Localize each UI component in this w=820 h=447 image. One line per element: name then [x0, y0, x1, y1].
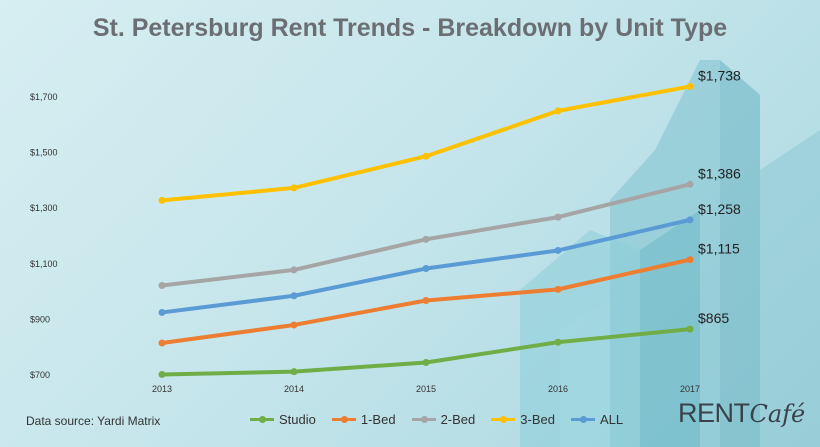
legend-item-studio: Studio [250, 412, 316, 427]
legend-item-all: ALL [570, 412, 624, 427]
data-point-1-bed [422, 296, 430, 304]
data-point-all [686, 216, 694, 224]
data-point-3-bed [158, 196, 166, 204]
series-3-bed [158, 82, 694, 204]
data-point-all [554, 246, 562, 254]
data-point-all [290, 292, 298, 300]
data-point-3-bed [422, 152, 430, 160]
y-tick-label: $1,500 [30, 148, 58, 158]
data-point-studio [290, 368, 298, 376]
end-label-studio: $865 [698, 310, 729, 326]
x-tick-label: 2015 [416, 384, 436, 394]
legend-item-2-bed: 2-Bed [411, 412, 476, 427]
x-tick-label: 2013 [152, 384, 172, 394]
legend-swatch [491, 416, 516, 423]
data-point-1-bed [554, 285, 562, 293]
end-label-2-bed: $1,386 [698, 165, 741, 181]
end-label-1-bed: $1,115 [698, 241, 740, 257]
data-point-all [158, 308, 166, 316]
data-source-note: Data source: Yardi Matrix [26, 414, 161, 428]
logo-main-text: RENT [678, 398, 750, 428]
legend-label: 2-Bed [440, 412, 476, 427]
series-lines [158, 82, 694, 378]
chart-title: St. Petersburg Rent Trends - Breakdown b… [92, 14, 728, 42]
legend-swatch [411, 416, 436, 423]
data-point-2-bed [554, 213, 562, 221]
data-point-studio [422, 358, 430, 366]
end-labels: $865 $1,115 $1,386 $1,738 $1,258 [698, 67, 741, 326]
data-point-all [422, 265, 430, 273]
legend-label: 1-Bed [360, 412, 396, 427]
series-2-bed [158, 180, 694, 289]
x-tick-label: 2016 [548, 384, 568, 394]
series-studio [158, 325, 694, 378]
y-tick-label: $700 [30, 370, 50, 380]
chart-legend: Studio 1-Bed 2-Bed 3-Bed ALL [250, 412, 639, 427]
series-all [158, 216, 694, 316]
series-line-studio [160, 327, 692, 377]
data-point-1-bed [686, 256, 694, 264]
end-label-3-bed: $1,738 [698, 67, 741, 83]
legend-label: 3-Bed [520, 412, 555, 427]
x-tick-label: 2017 [680, 384, 700, 394]
end-label-all: $1,258 [698, 201, 741, 217]
data-point-3-bed [554, 107, 562, 115]
data-point-studio [686, 325, 694, 333]
legend-label: ALL [599, 412, 624, 427]
data-point-2-bed [158, 281, 166, 289]
series-line-3-bed [160, 84, 692, 203]
logo-script-text: Café [749, 400, 806, 428]
data-point-3-bed [686, 82, 694, 90]
legend-label: Studio [279, 412, 316, 427]
y-tick-label: $1,100 [30, 259, 58, 269]
data-point-1-bed [158, 339, 166, 347]
y-tick-label: $900 [30, 314, 50, 324]
legend-swatch [250, 416, 274, 423]
data-point-studio [158, 370, 166, 378]
data-point-1-bed [290, 321, 298, 329]
legend-item-1-bed: 1-Bed [331, 412, 396, 427]
data-point-2-bed [290, 266, 298, 274]
data-point-2-bed [422, 235, 430, 243]
y-tick-label: $1,300 [30, 203, 58, 213]
data-point-2-bed [686, 180, 694, 188]
y-axis: $700 $900 $1,100 $1,300 $1,500 $1,700 [30, 92, 58, 380]
legend-item-3-bed: 3-Bed [491, 412, 555, 427]
x-axis: 2013 2014 2015 2016 2017 [152, 384, 700, 394]
data-point-3-bed [290, 184, 298, 192]
data-point-studio [554, 338, 562, 346]
legend-swatch [331, 416, 356, 423]
y-tick-label: $1,700 [30, 92, 58, 102]
x-tick-label: 2014 [284, 384, 304, 394]
legend-swatch [570, 416, 595, 423]
rentcafe-logo: RENTCafé [678, 398, 805, 429]
series-1-bed [158, 256, 694, 347]
